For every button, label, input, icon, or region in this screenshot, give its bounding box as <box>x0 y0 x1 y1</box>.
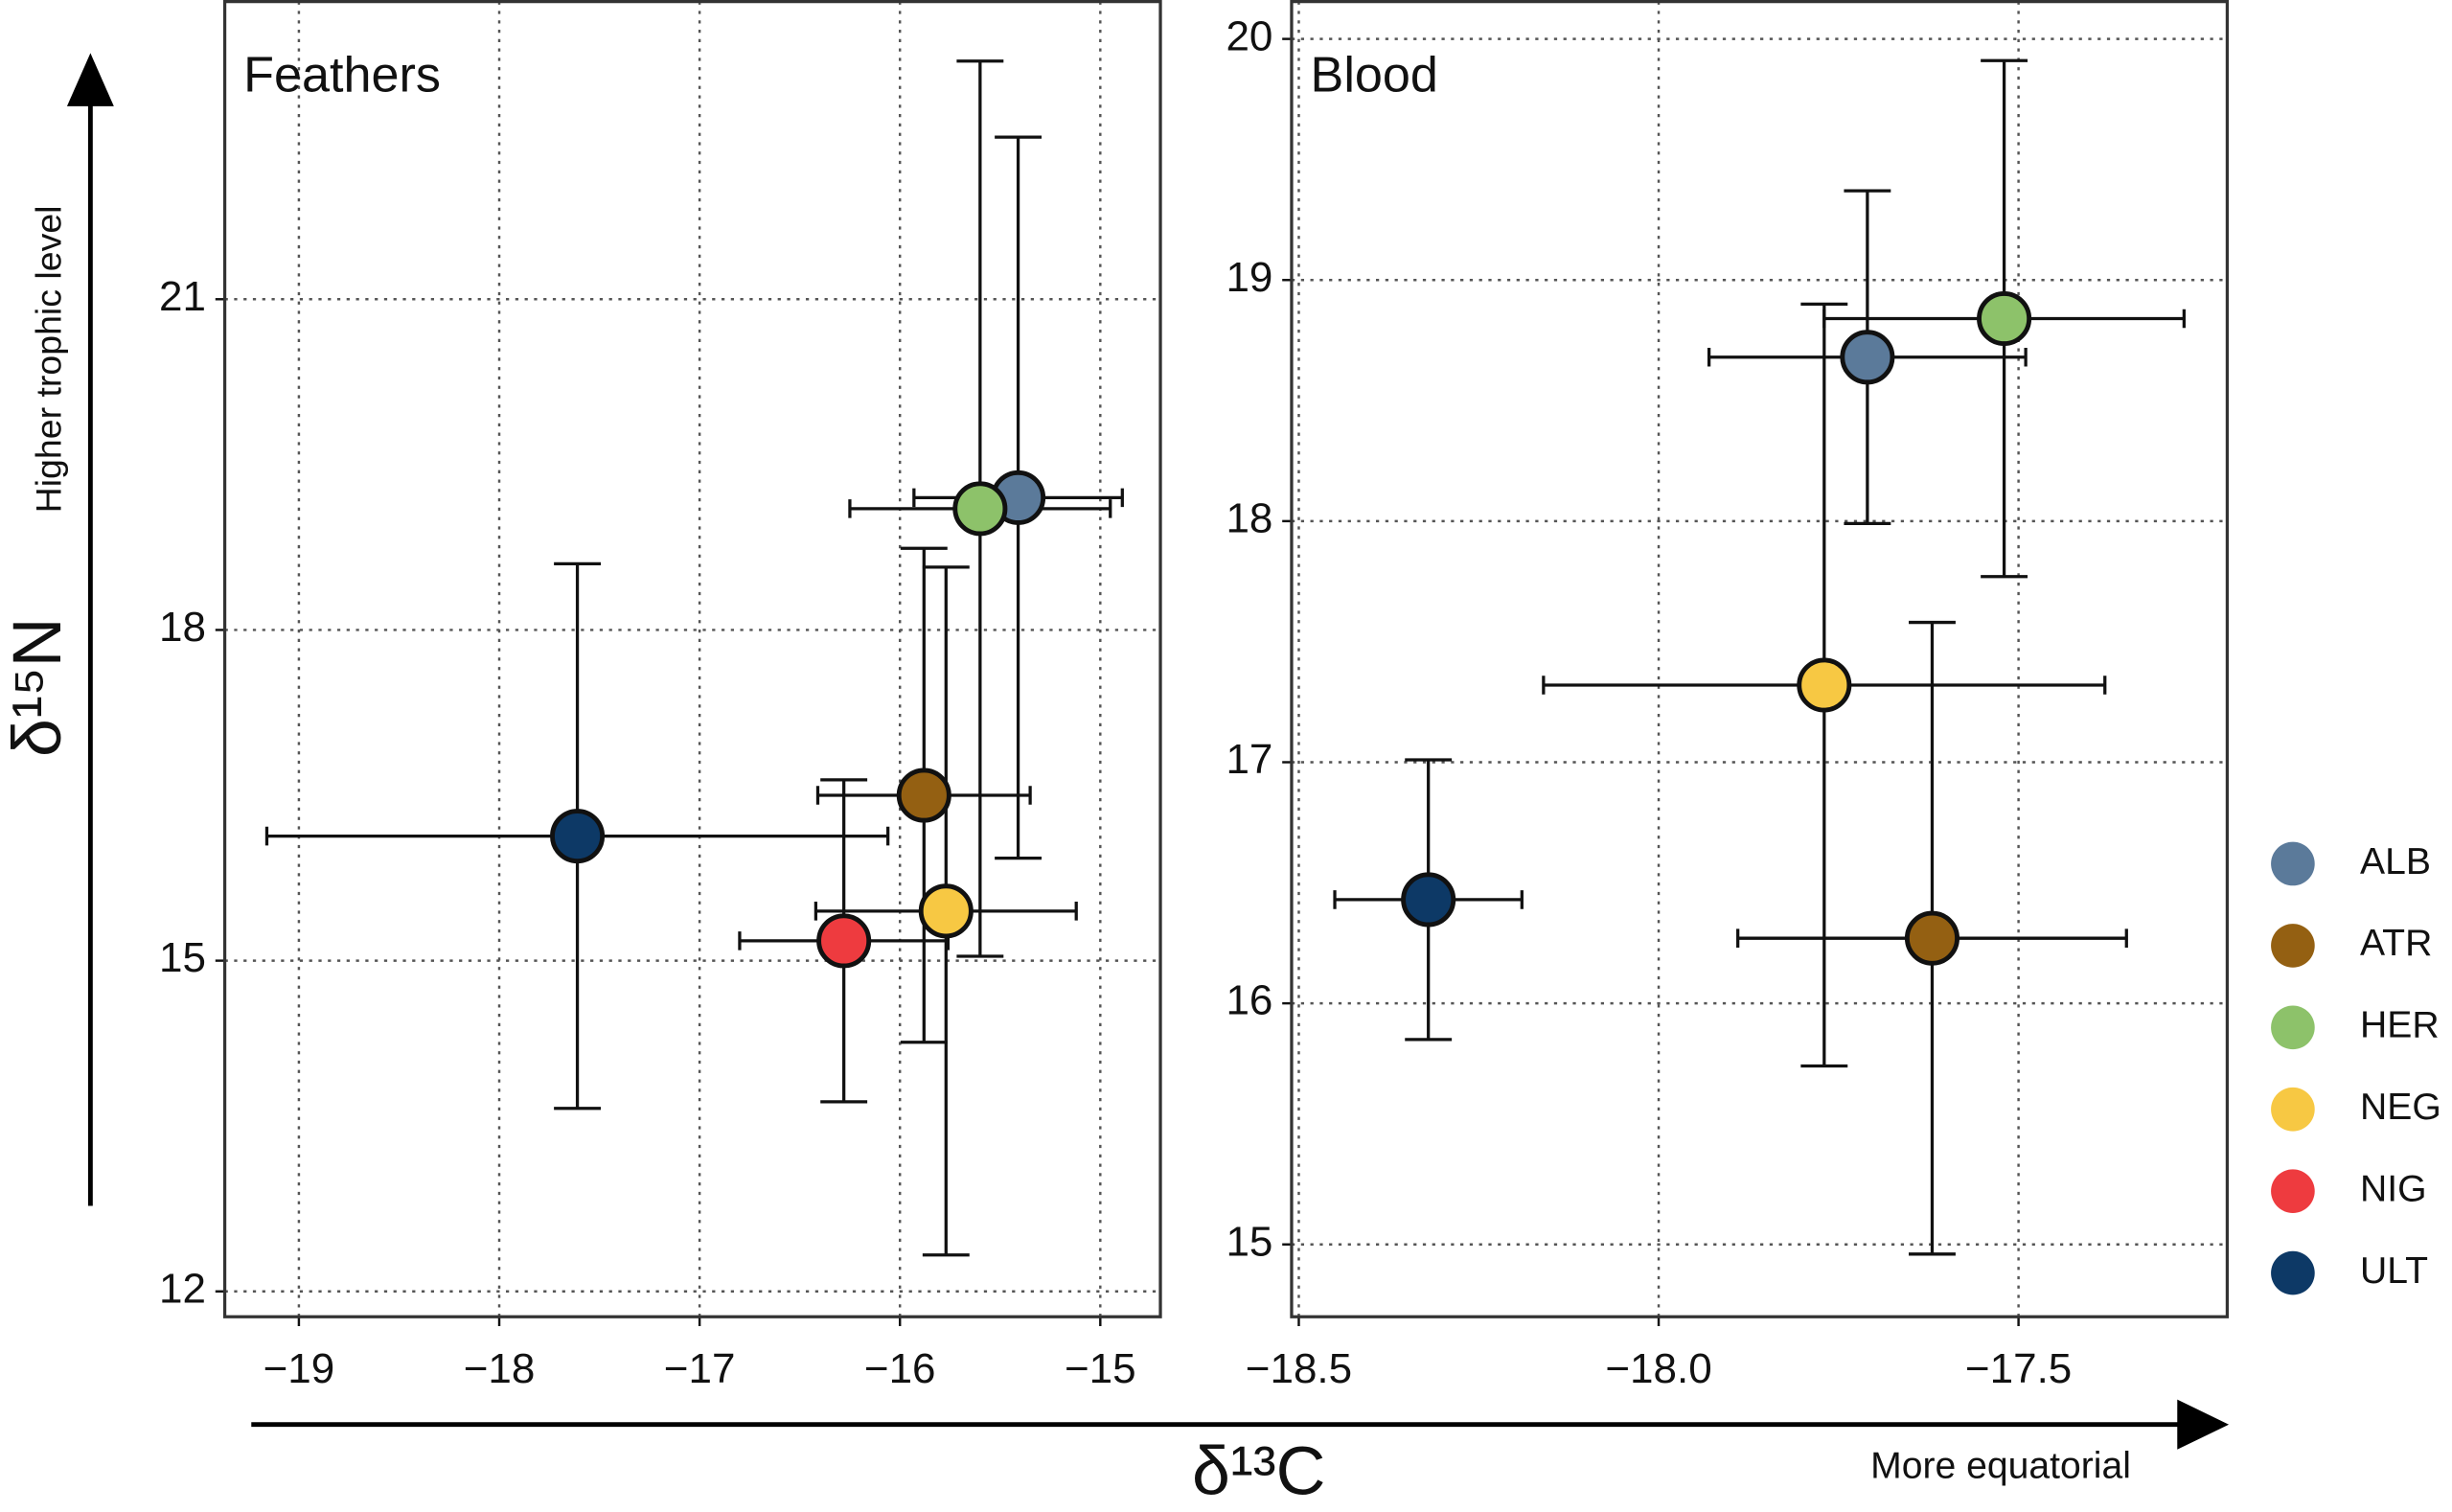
legend-swatch <box>2271 1169 2315 1213</box>
legend-swatch <box>2271 1087 2315 1132</box>
point <box>1797 657 1852 713</box>
point <box>1977 290 2032 347</box>
y-tick-label: 15 <box>1226 1218 1272 1265</box>
x-tick-label: −16 <box>864 1345 936 1392</box>
y-tick-label: 17 <box>1226 736 1272 783</box>
legend-label: ULT <box>2360 1250 2428 1292</box>
y-tick-label: 19 <box>1226 254 1272 301</box>
point <box>816 913 872 969</box>
y-annotation: Higher trophic level <box>29 206 69 514</box>
legend-swatch <box>2271 841 2315 886</box>
point <box>952 481 1008 537</box>
legend-label: HER <box>2360 1005 2440 1046</box>
y-tick-label: 16 <box>1226 977 1272 1024</box>
point <box>550 809 606 864</box>
y-tick-label: 18 <box>159 604 206 651</box>
point <box>896 767 951 823</box>
point <box>1401 872 1456 928</box>
legend-label: ATR <box>2360 923 2432 964</box>
x-tick-label: −17 <box>664 1345 736 1392</box>
x-tick-label: −15 <box>1065 1345 1136 1392</box>
legend-swatch <box>2271 1005 2315 1050</box>
y-tick-label: 18 <box>1226 495 1272 542</box>
legend-label: NIG <box>2360 1168 2427 1209</box>
legend-label: ALB <box>2360 841 2431 882</box>
x-tick-label: −19 <box>264 1345 335 1392</box>
panel-border <box>222 0 1162 1318</box>
x-axis-label: δ¹³C <box>1192 1432 1325 1509</box>
y-arrowhead <box>66 53 114 106</box>
y-tick-label: 20 <box>1226 12 1272 59</box>
y-tick-label: 15 <box>159 934 206 981</box>
y-tick-label: 12 <box>159 1265 206 1312</box>
panel-border <box>1290 0 2230 1318</box>
y-axis-label: δ¹⁵N <box>0 618 76 757</box>
x-tick-label: −18 <box>464 1345 536 1392</box>
panel-title: Blood <box>1311 47 1438 103</box>
x-tick-label: −18.0 <box>1605 1345 1711 1392</box>
legend-swatch <box>2271 924 2315 968</box>
point <box>1904 910 1960 966</box>
x-tick-label: −18.5 <box>1246 1345 1352 1392</box>
legend-swatch <box>2271 1250 2315 1295</box>
x-arrowhead <box>2177 1399 2230 1450</box>
legend-label: NEG <box>2360 1087 2441 1128</box>
panel-title: Feathers <box>243 47 441 103</box>
x-tick-label: −17.5 <box>1965 1345 2072 1392</box>
point <box>1840 330 1895 385</box>
point <box>918 883 974 939</box>
x-annotation: More equatorial <box>1870 1446 2131 1487</box>
y-tick-label: 21 <box>159 273 206 320</box>
